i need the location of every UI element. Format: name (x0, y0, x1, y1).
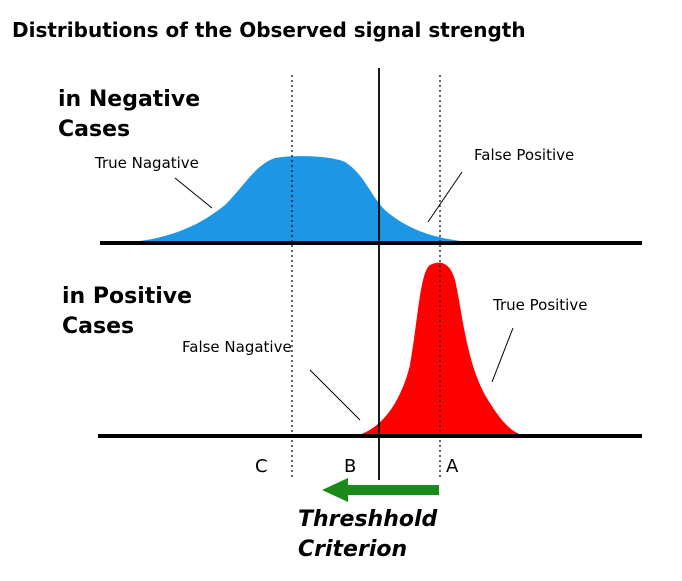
true-negative-label: True Nagative (94, 154, 199, 172)
diagram-title: Distributions of the Observed signal str… (12, 18, 526, 42)
true-positive-label: True Positive (492, 296, 587, 314)
true-positive-pointer (491, 327, 514, 383)
false-negative-pointer (309, 369, 361, 421)
false-positive-pointer (427, 171, 463, 223)
true-negative-pointer (174, 177, 213, 209)
marker-c: C (255, 456, 268, 477)
marker-a: A (446, 456, 459, 477)
positive-cases-label-line1: in Positive (62, 284, 192, 309)
threshold-label-line2: Criterion (298, 537, 407, 562)
positive-distribution-curve (355, 262, 525, 436)
positive-cases-label-line2: Cases (62, 314, 134, 339)
negative-cases-label-line1: in Negative (58, 87, 200, 112)
arrow-head (322, 478, 348, 502)
marker-b: B (344, 456, 356, 477)
threshold-label-line1: Threshhold (298, 507, 438, 532)
negative-cases-label-line2: Cases (58, 117, 130, 142)
false-positive-label: False Positive (474, 146, 574, 164)
negative-distribution-curve (120, 156, 480, 243)
false-negative-label: False Nagative (182, 338, 292, 356)
criterion-shift-arrow (322, 478, 439, 502)
arrow-shaft (345, 485, 439, 495)
